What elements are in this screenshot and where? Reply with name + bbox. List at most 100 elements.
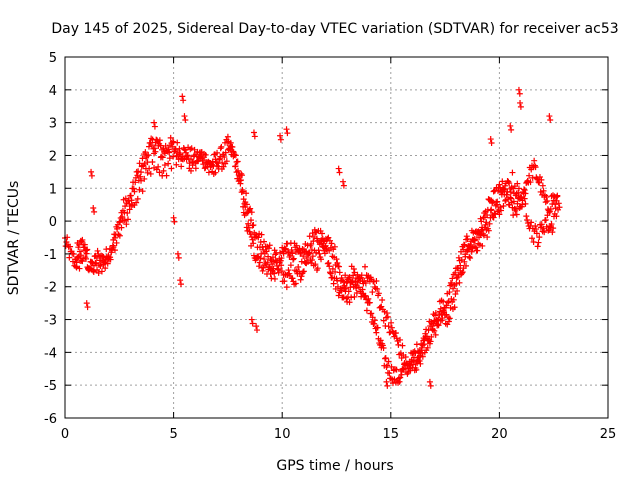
- data-point-b-15-1: [243, 190, 250, 197]
- data-point-b-13-7: [234, 158, 241, 165]
- data-point-outlier-18: [546, 113, 553, 120]
- data-points: [62, 86, 563, 389]
- data-point-a-50-1: [388, 363, 395, 370]
- data-point-b-26-2: [315, 247, 322, 254]
- data-point-a-0-6: [66, 254, 73, 261]
- data-point-b-22-2: [289, 275, 296, 282]
- data-point-outlier-9: [248, 316, 255, 323]
- data-point-b-5-5: [133, 199, 140, 206]
- data-point-a-71-4: [527, 179, 534, 186]
- y-tick-label--5: -5: [44, 379, 57, 394]
- data-point-b-46-3: [446, 315, 453, 322]
- data-point-b-42-1: [419, 350, 426, 357]
- data-point-b-40-7: [410, 357, 417, 364]
- data-point-a-33-5: [280, 250, 287, 257]
- data-point-a-2-4: [77, 252, 84, 259]
- data-point-b-59-4: [532, 223, 539, 229]
- data-point-a-49-2: [382, 355, 389, 362]
- data-point-a-69-3: [513, 211, 520, 218]
- data-point-b-56-0: [509, 169, 516, 176]
- data-point-b-37-0: [385, 323, 392, 330]
- data-point-a-30-3: [259, 267, 266, 274]
- data-point-a-10-6: [131, 188, 138, 195]
- data-point-a-46-7: [366, 299, 373, 306]
- data-point-b-20-1: [275, 269, 282, 276]
- data-point-b-35-1: [373, 278, 380, 285]
- data-point-b-44-6: [436, 311, 443, 318]
- data-point-a-41-1: [329, 265, 336, 272]
- data-point-outlier-17-b: [517, 103, 524, 110]
- data-point-b-47-4: [454, 287, 461, 294]
- data-point-outlier-0: [179, 93, 186, 100]
- data-point-b-13-5: [232, 163, 239, 170]
- data-point-outlier-3-b: [171, 218, 178, 225]
- data-point-b-4-3: [116, 232, 123, 239]
- data-point-outlier-1: [181, 113, 188, 120]
- data-point-b-6-5: [146, 165, 153, 172]
- data-point-b-2-4: [92, 259, 99, 266]
- x-tick-label-0: 0: [61, 427, 69, 442]
- data-point-b-45-3: [440, 298, 447, 305]
- data-point-outlier-8: [283, 126, 290, 133]
- data-point-outlier-19-b: [384, 382, 391, 389]
- data-point-a-48-4: [377, 337, 384, 344]
- data-point-b-37-4: [388, 324, 395, 331]
- data-point-b-7-1: [152, 148, 159, 155]
- data-point-a-73-1: [538, 176, 545, 183]
- data-point-b-49-6: [468, 248, 475, 255]
- data-point-b-60-1: [536, 234, 543, 241]
- x-tick-label-15: 15: [383, 427, 400, 442]
- data-point-b-3-6: [108, 246, 115, 253]
- data-point-a-9-2: [122, 203, 129, 210]
- data-point-b-43-5: [428, 323, 435, 330]
- data-point-b-31-0: [346, 299, 353, 306]
- data-point-a-4-8: [93, 255, 100, 262]
- data-point-b-45-2: [439, 315, 446, 322]
- data-point-b-58-0: [522, 200, 529, 207]
- data-point-outlier-18-b: [547, 117, 554, 124]
- data-point-b-8-2: [165, 160, 172, 167]
- data-point-a-11-2: [135, 168, 142, 175]
- data-point-a-39-8: [321, 250, 328, 257]
- data-point-a-66-6: [496, 181, 503, 188]
- data-point-b-26-1: [314, 265, 321, 272]
- data-point-a-32-2: [271, 275, 278, 282]
- data-point-b-62-7: [554, 193, 561, 200]
- data-point-b-6-4: [144, 169, 151, 176]
- data-point-a-15-4: [162, 142, 169, 149]
- data-point-a-24-1: [219, 159, 226, 166]
- data-point-a-8-0: [114, 225, 121, 232]
- data-point-b-23-4: [297, 276, 304, 283]
- data-point-b-47-2: [452, 291, 459, 298]
- data-point-a-75-7: [555, 200, 562, 207]
- data-point-b-41-6: [416, 358, 423, 365]
- data-point-b-16-2: [250, 222, 257, 229]
- data-point-a-40-7: [327, 270, 334, 277]
- data-point-b-38-2: [393, 335, 400, 342]
- data-point-b-54-4: [499, 188, 506, 195]
- data-point-a-69-2: [513, 206, 520, 213]
- data-point-b-0-5: [76, 248, 83, 255]
- data-point-b-20-4: [278, 262, 285, 269]
- data-point-a-61-3: [461, 242, 468, 249]
- data-point-b-12-4: [220, 163, 227, 170]
- data-point-a-57-3: [435, 322, 442, 329]
- data-point-a-1-7: [73, 264, 80, 271]
- y-tick-label-1: 1: [49, 182, 57, 197]
- data-point-a-3-2: [82, 255, 89, 262]
- data-point-outlier-21-b: [336, 169, 343, 176]
- data-point-a-24-0: [218, 143, 225, 150]
- data-point-b-60-0: [535, 239, 542, 246]
- data-point-a-75-8: [556, 204, 563, 211]
- data-point-a-34-8: [289, 250, 296, 257]
- data-point-a-14-5: [156, 137, 163, 144]
- data-point-b-45-0: [437, 305, 444, 312]
- data-point-b-51-3: [479, 242, 486, 249]
- data-point-b-15-2: [243, 201, 250, 208]
- y-tick-label--2: -2: [44, 281, 57, 296]
- data-point-a-23-6: [216, 156, 223, 163]
- data-point-a-31-6: [268, 275, 275, 282]
- data-point-a-30-1: [258, 250, 265, 257]
- data-point-b-13-4: [231, 152, 238, 159]
- data-point-b-42-2: [419, 353, 426, 360]
